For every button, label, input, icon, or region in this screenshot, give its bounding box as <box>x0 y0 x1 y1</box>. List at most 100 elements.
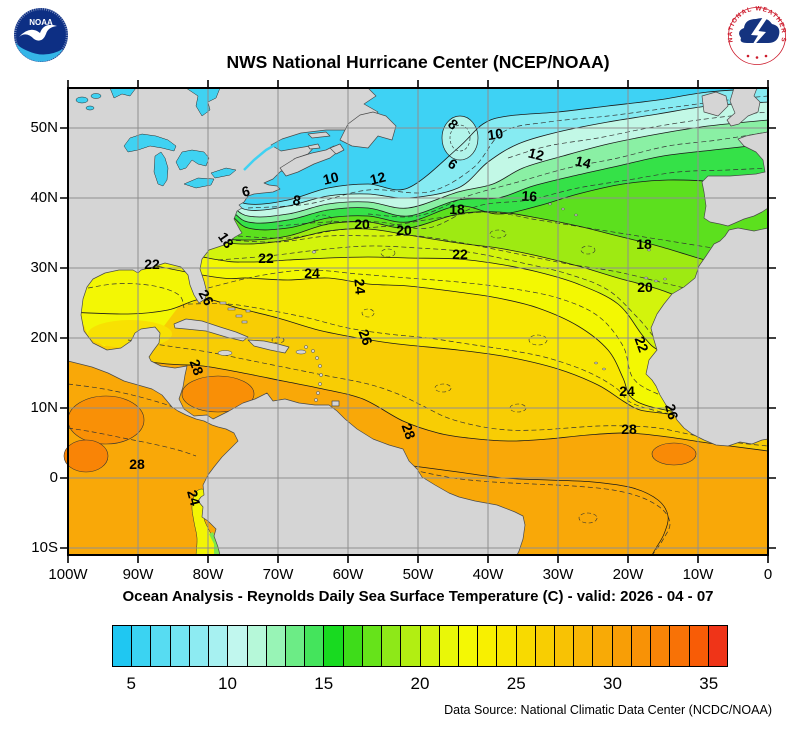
contour-label: 28 <box>399 421 419 441</box>
x-tick-label: 90W <box>122 566 154 583</box>
colorbar-cell <box>534 626 555 666</box>
colorbar <box>112 625 728 667</box>
colorbar-cell <box>419 626 439 666</box>
noaa-logo-icon: NOAA <box>13 7 69 63</box>
noaa-logo-text: NOAA <box>29 18 53 27</box>
colorbar-cell <box>457 626 478 666</box>
colorbar-cell <box>400 626 420 666</box>
y-tick-label: 50N <box>30 119 58 136</box>
colorbar-cell <box>573 626 593 666</box>
contour-label: 24 <box>619 383 635 399</box>
contour-label: 8 <box>292 192 303 209</box>
contour-label: 26 <box>662 402 682 421</box>
map-caption: Ocean Analysis - Reynolds Daily Sea Surf… <box>122 588 714 605</box>
colorbar-cell <box>304 626 324 666</box>
colorbar-cell <box>188 626 209 666</box>
colorbar-cell <box>650 626 670 666</box>
colorbar-cell <box>592 626 612 666</box>
colorbar-cell <box>227 626 247 666</box>
colorbar-tick-label: 30 <box>603 674 622 693</box>
contour-label: 26 <box>196 287 218 309</box>
colorbar-cell <box>246 626 266 666</box>
colorbar-cell <box>265 626 285 666</box>
nws-logo: NATIONAL WEATHER SERVICE <box>726 6 786 65</box>
contour-label: 12 <box>527 145 546 164</box>
latlon-grid <box>68 88 768 555</box>
colorbar-tick-label: 5 <box>126 674 136 693</box>
contour-label: 20 <box>396 222 412 238</box>
colorbar-tick-label: 15 <box>314 674 334 693</box>
colorbar-cell <box>131 626 151 666</box>
x-tick-label: 50W <box>402 566 434 583</box>
noaa-logo: NOAA <box>13 7 69 63</box>
x-tick-label: 30W <box>542 566 574 583</box>
colorbar-tick-label: 35 <box>699 674 719 693</box>
colorbar-cell <box>323 626 343 666</box>
y-tick-label: 30N <box>30 259 58 276</box>
colorbar-tick-label: 10 <box>218 674 237 693</box>
contour-label: 18 <box>449 201 465 217</box>
colorbar-cell <box>361 626 382 666</box>
contour-label: 10 <box>486 125 504 143</box>
contour-label: 28 <box>621 421 637 437</box>
colorbar-cell <box>515 626 535 666</box>
contour-label: 26 <box>356 327 376 347</box>
contour-label: 28 <box>187 357 207 377</box>
contour-label: 16 <box>521 187 538 204</box>
page-title: NWS National Hurricane Center (NCEP/NOAA… <box>226 52 610 72</box>
lakes-and-bays <box>75 87 281 189</box>
colorbar-cell <box>707 626 727 666</box>
contour-label: 6 <box>240 182 252 200</box>
x-tick-label: 100W <box>48 566 88 583</box>
contour-label: 24 <box>304 265 320 281</box>
colorbar-cell <box>113 626 132 666</box>
x-tick-label: 0 <box>763 566 773 583</box>
colorbar-cell <box>438 626 458 666</box>
x-tick-label: 70W <box>262 566 294 583</box>
colorbar-cell <box>477 626 497 666</box>
colorbar-cell <box>554 626 574 666</box>
y-tick-label: 10N <box>30 399 58 416</box>
map-frame <box>60 80 776 563</box>
y-tick-label: 20N <box>30 329 58 346</box>
contour-label: 24 <box>184 488 204 507</box>
colorbar-cell <box>381 626 401 666</box>
colorbar-cell <box>150 626 170 666</box>
contour-label: 10 <box>321 168 340 187</box>
contour-label: 20 <box>354 216 370 232</box>
colorbar-cell <box>284 626 305 666</box>
colorbar-cell <box>669 626 689 666</box>
colorbar-cell <box>208 626 228 666</box>
contour-label: 28 <box>129 456 145 472</box>
contour-label: 12 <box>368 168 387 187</box>
contour-label: 20 <box>637 279 653 295</box>
x-tick-label: 20W <box>612 566 644 583</box>
contour-label: 22 <box>144 256 160 272</box>
colorbar-cell <box>496 626 516 666</box>
contour-label: 18 <box>636 236 652 252</box>
y-tick-label: 0 <box>49 469 58 486</box>
x-tick-label: 60W <box>332 566 364 583</box>
x-tick-label: 80W <box>192 566 224 583</box>
colorbar-cell <box>342 626 362 666</box>
contour-label: 22 <box>258 250 274 266</box>
colorbar-cell <box>630 626 651 666</box>
colorbar-tick-label: 25 <box>506 674 526 693</box>
contour-label: 22 <box>452 246 468 262</box>
colorbar-cell <box>169 626 189 666</box>
contour-label: 22 <box>632 334 652 354</box>
data-source-credit: Data Source: National Climatic Data Cent… <box>444 703 772 717</box>
x-tick-label: 10W <box>682 566 714 583</box>
colorbar-cell <box>688 626 708 666</box>
y-tick-label: 10S <box>31 539 58 556</box>
y-tick-label: 40N <box>30 189 58 206</box>
colorbar-cell <box>611 626 631 666</box>
nws-logo-icon: NATIONAL WEATHER SERVICE <box>726 6 786 65</box>
contour-label: 14 <box>574 153 593 172</box>
x-tick-label: 40W <box>472 566 504 583</box>
colorbar-tick-label: 20 <box>410 674 430 693</box>
landmasses <box>67 87 769 556</box>
